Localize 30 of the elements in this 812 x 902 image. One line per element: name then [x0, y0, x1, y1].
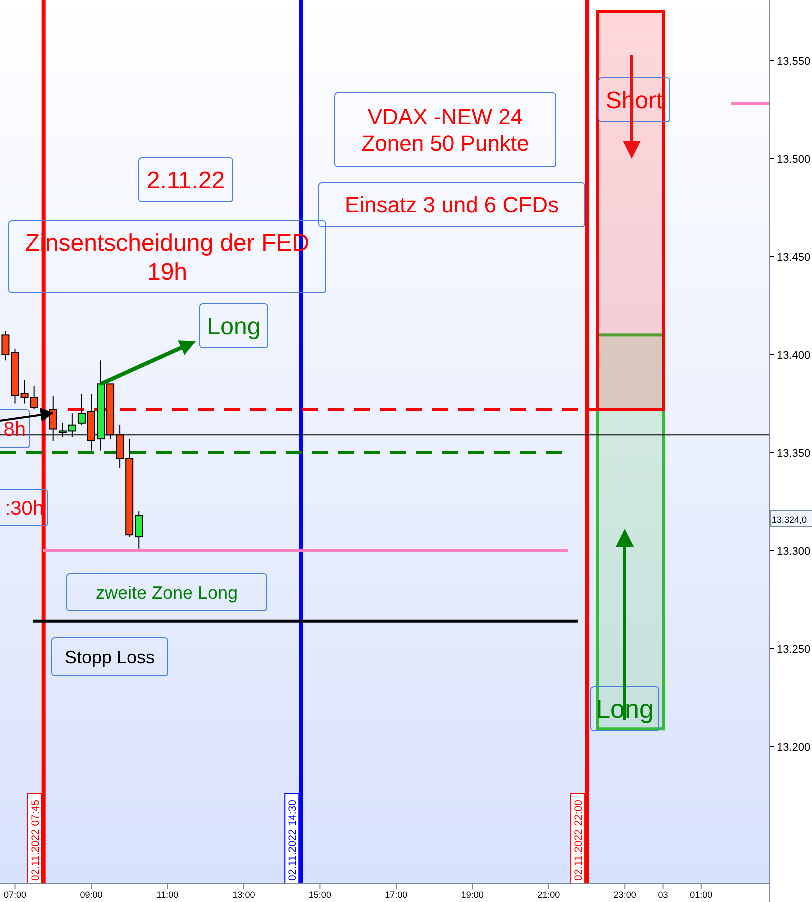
y-tick-label: 13.250 [777, 644, 811, 656]
annotation: 2.11.22 [146, 167, 226, 194]
x-tick-label: 17:00 [385, 890, 408, 900]
ref-line-label: 02.11.2022 07:45 [30, 800, 42, 881]
x-tick-label: 03 [658, 890, 668, 900]
x-tick-label: 01:00 [690, 890, 713, 900]
x-tick-label: 21:00 [538, 890, 560, 900]
y-tick-label: 13.550 [777, 56, 811, 68]
y-tick-label: 13.200 [777, 742, 811, 754]
y-tick-label: 13.500 [777, 154, 811, 166]
x-tick-label: 23:00 [614, 890, 636, 900]
y-tick-label: 13.450 [777, 252, 811, 264]
ref-line-label: 02.11.2022 22:00 [573, 800, 586, 881]
x-tick-label: 19:00 [461, 890, 484, 900]
x-tick-label: 13:00 [232, 890, 256, 900]
annotation: Stopp Loss [64, 647, 156, 668]
y-tick-label: 13.400 [777, 350, 811, 362]
annotation: :30h [5, 498, 44, 520]
y-tick-label: 13.300 [777, 546, 811, 558]
y-tick-label: 13.350 [777, 448, 811, 460]
annotation: VDAX -NEW 24 Zonen 50 Punkte [362, 104, 530, 156]
text: 13.324,0 [772, 515, 808, 525]
annotation: Long [207, 313, 261, 340]
annotation: zweite Zone Long [96, 582, 238, 603]
ref-line-label: 02.11.2022 14:30 [287, 800, 300, 881]
x-tick-label: 09:00 [80, 890, 103, 900]
x-tick-label: 07:00 [4, 890, 27, 900]
x-tick-label: 11:00 [156, 890, 179, 900]
annotation: Einsatz 3 und 6 CFDs [345, 192, 559, 218]
x-tick-label: 15:00 [308, 890, 332, 900]
